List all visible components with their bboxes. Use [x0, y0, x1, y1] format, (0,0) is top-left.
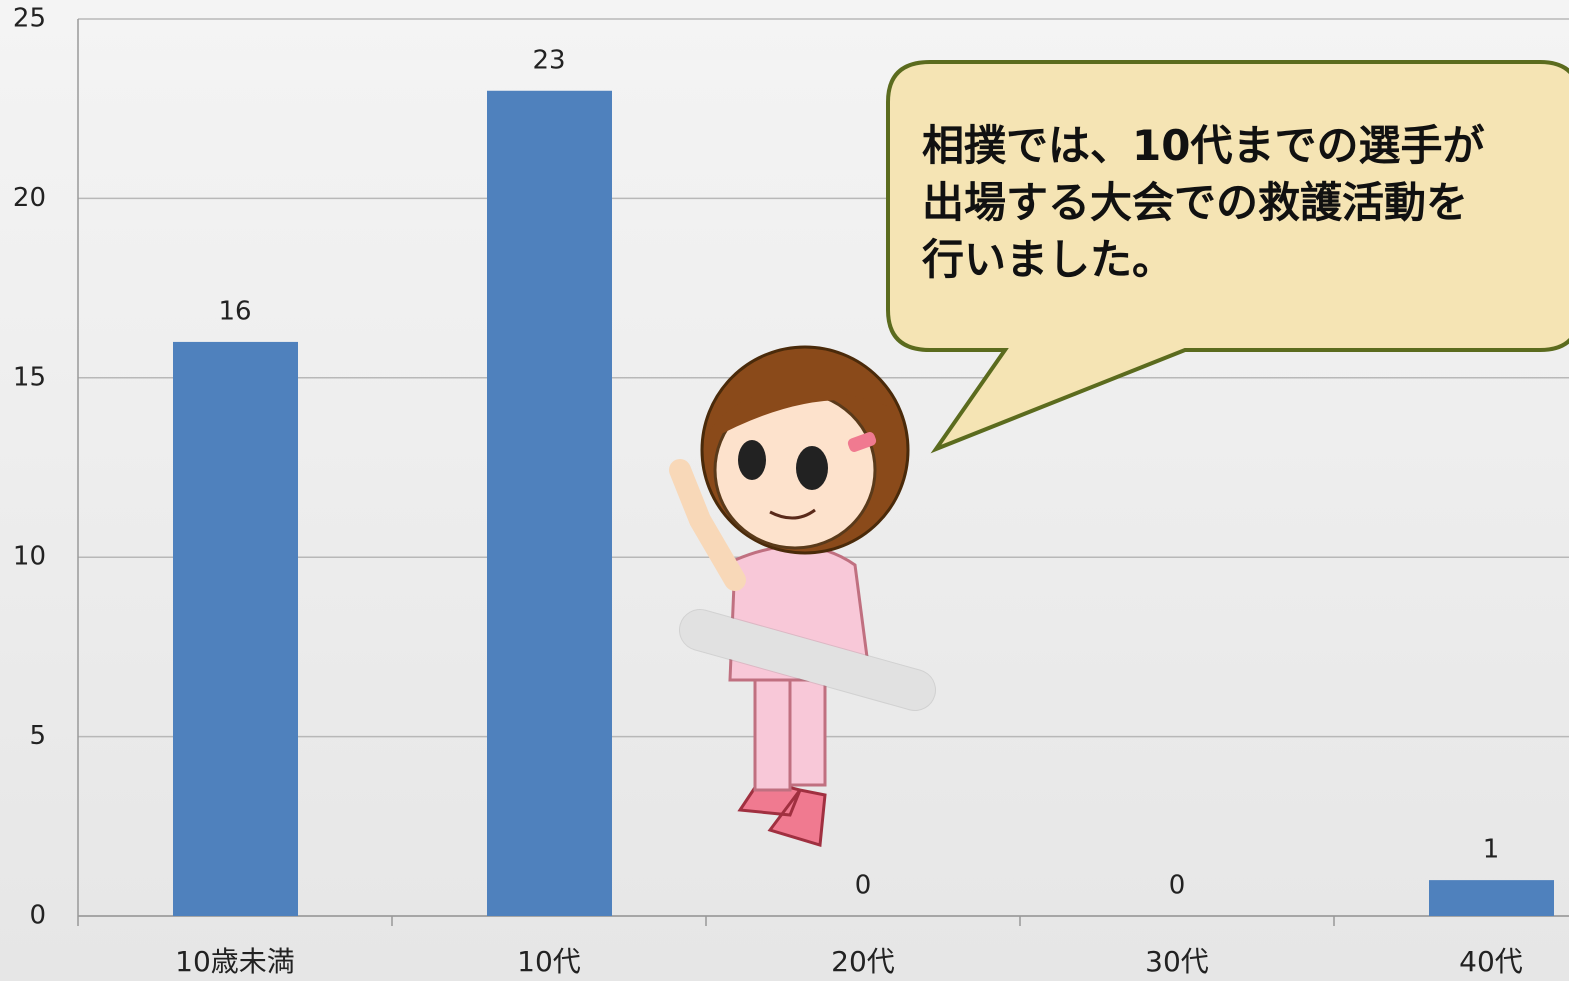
bar [487, 90, 612, 916]
bar [173, 341, 298, 916]
y-tick-label: 5 [29, 721, 46, 751]
x-tick-label: 10代 [517, 945, 581, 978]
annotation-line: 行いました。 [922, 235, 1174, 284]
data-label: 23 [532, 45, 565, 75]
y-tick-label: 0 [29, 901, 46, 931]
x-tick-label: 20代 [831, 945, 895, 978]
data-label: 0 [855, 871, 872, 901]
y-tick-label: 20 [13, 183, 46, 213]
annotation-line: 出場する大会での救護活動を [922, 178, 1468, 227]
x-tick-label: 40代 [1459, 945, 1523, 978]
data-label: 16 [218, 296, 251, 326]
x-tick-label: 10歳未満 [175, 945, 295, 978]
plot: 0 5 10 15 20 25 10歳未満 16 10代 23 20代 0 30代 0 40代 1 [13, 4, 1569, 978]
bar [1429, 880, 1554, 916]
character [669, 345, 936, 847]
y-tick-label: 15 [13, 362, 46, 392]
speech-bubble [886, 60, 1569, 454]
data-label: 0 [1169, 871, 1186, 901]
y-tick-label: 10 [13, 542, 46, 572]
x-tick-label: 30代 [1145, 945, 1209, 978]
annotation-line: 相撲では、10代までの選手が [922, 121, 1484, 170]
y-tick-label: 25 [13, 4, 46, 34]
data-label: 1 [1483, 835, 1500, 865]
